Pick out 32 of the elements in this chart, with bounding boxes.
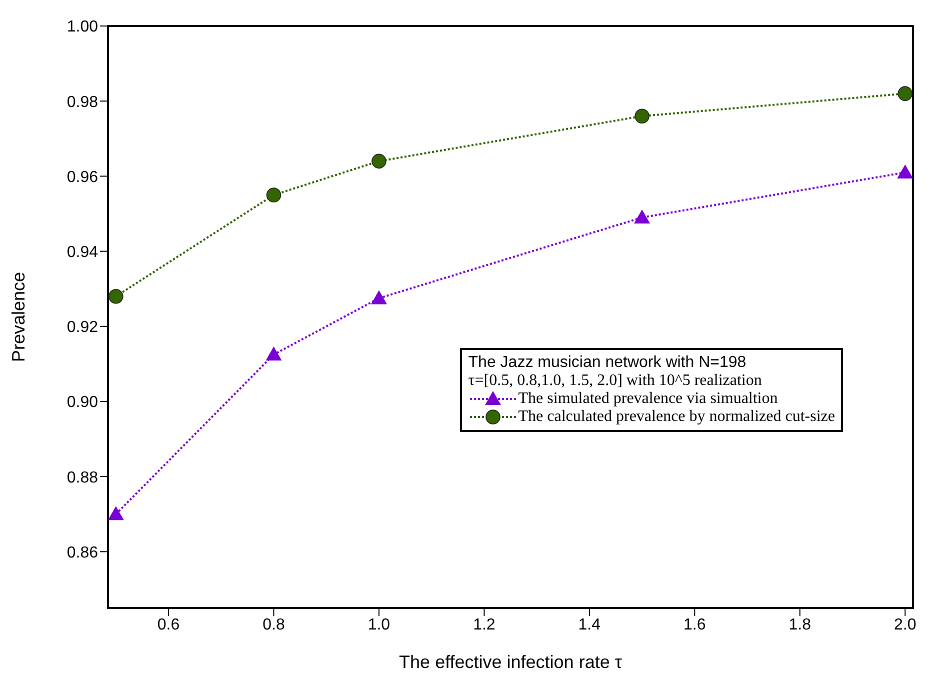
point [266,346,282,361]
x-tick-label: 1.2 [473,616,496,634]
y-tick-label: 0.88 [66,469,98,486]
x-tick-label: 1.4 [578,616,601,634]
point [897,164,913,178]
point [370,290,387,304]
x-tick-label: 2.0 [894,616,916,634]
y-tick-label: 0.98 [66,94,98,111]
legend-label: The simulated prevalence via simualtion [518,390,778,408]
point [372,154,386,169]
y-tick-label: 0.92 [66,319,98,336]
y-tick-label: 0.96 [66,168,98,186]
annotation: τ=[0.5, 0.8,1.0, 1.5, 2.0] with 10^5 realization [468,372,763,390]
x-tick-label: 1.8 [788,616,812,634]
x-tick-label: 0.6 [157,616,180,634]
x-tick-label: 1.0 [368,616,390,634]
x-tick-label: 1.6 [684,616,706,634]
y-tick-label: 0.90 [66,394,98,412]
x-axis-title: The effective infection rate τ [399,652,622,672]
y-tick-label: 0.94 [66,244,98,261]
y-tick-label: 0.86 [66,544,98,562]
point [266,188,282,202]
y-axis-title: Prevalence [8,272,28,362]
point [634,209,650,224]
y-tick-label: 1.00 [66,18,98,36]
point [108,506,124,520]
point [634,108,650,124]
legend-label: The calculated prevalence by normalized cut-size [518,408,835,426]
point [108,288,124,304]
point [898,86,913,101]
x-tick-label: 0.8 [262,616,285,634]
legend-title: The Jazz musician network with N=198 [468,354,748,372]
